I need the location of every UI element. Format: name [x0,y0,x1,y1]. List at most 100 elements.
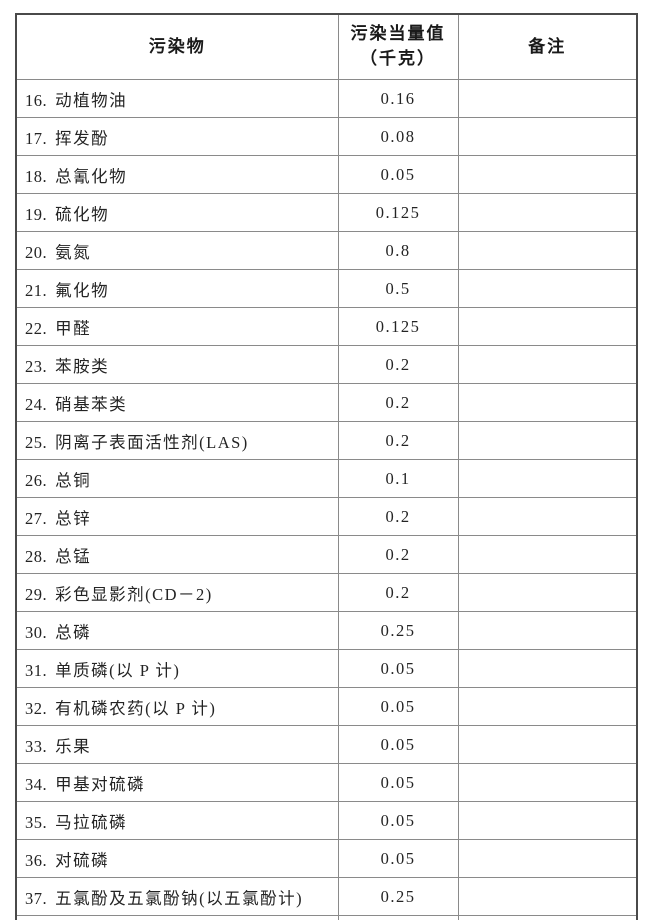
row-number: 28. [25,546,48,566]
equivalent-value-cell: 0.2 [337,535,459,574]
pollutant-name: 总锰 [55,546,92,566]
remark-cell [457,877,638,916]
remark-cell [457,269,638,308]
equivalent-value-cell: 0.8 [337,231,459,270]
pollutant-name: 单质磷(以 P 计) [55,660,181,680]
equivalent-value-cell: 0.125 [337,307,459,346]
pollutant-name: 总铜 [55,470,92,490]
col-header-equivalent-value: 污染当量值 （千克） [337,13,459,80]
remark-cell [457,725,638,764]
pollutant-name: 硫化物 [55,204,110,224]
row-number: 31. [25,660,48,680]
row-number: 16. [25,90,48,110]
row-number: 27. [25,508,48,528]
table-row: 36. 对硫磷 0.05 [15,839,638,878]
pollutant-name: 氨氮 [55,242,92,262]
equivalent-value-cell: 0.2 [337,383,459,422]
pollutant-name: 氟化物 [55,280,110,300]
pollutant-cell: 37. 五氯酚及五氯酚钠(以五氯酚计) [15,877,339,916]
col-header-equivalent-line2: （千克） [360,49,436,68]
row-number: 33. [25,736,48,756]
equivalent-value-cell: 0.05 [337,839,459,878]
remark-cell [457,459,638,498]
pollutant-cell: 19. 硫化物 [15,193,339,232]
equivalent-value-cell: 0.16 [337,79,459,118]
table-row: 28. 总锰 0.2 [15,535,638,574]
equivalent-value-cell: 0.04 [337,915,459,920]
col-header-pollutant: 污染物 [15,13,339,80]
pollutant-name: 挥发酚 [55,128,110,148]
equivalent-value-cell: 0.05 [337,801,459,840]
pollutant-name: 阴离子表面活性剂(LAS) [55,432,249,452]
row-number: 25. [25,432,48,452]
remark-cell [457,497,638,536]
table-row: 16. 动植物油 0.16 [15,79,638,118]
row-number: 17. [25,128,48,148]
table-row: 38.三氯甲烷 0.04 [15,915,638,920]
row-number: 26. [25,470,48,490]
header-row: 污染物 污染当量值 （千克） 备注 [15,13,638,80]
pollutant-cell: 36. 对硫磷 [15,839,339,878]
equivalent-value-cell: 0.05 [337,155,459,194]
pollutant-cell: 20. 氨氮 [15,231,339,270]
pollutant-cell: 35. 马拉硫磷 [15,801,339,840]
pollutant-name: 总锌 [55,508,92,528]
pollutant-cell: 34. 甲基对硫磷 [15,763,339,802]
remark-cell [457,79,638,118]
pollutant-name: 马拉硫磷 [55,812,128,832]
remark-cell [457,915,638,920]
table-row: 23. 苯胺类 0.2 [15,345,638,384]
row-number: 29. [25,584,48,604]
table-row: 37. 五氯酚及五氯酚钠(以五氯酚计) 0.25 [15,877,638,916]
pollutant-cell: 26. 总铜 [15,459,339,498]
remark-cell [457,535,638,574]
remark-cell [457,345,638,384]
remark-cell [457,307,638,346]
table-row: 31. 单质磷(以 P 计) 0.05 [15,649,638,688]
equivalent-value-cell: 0.25 [337,877,459,916]
table-row: 24. 硝基苯类 0.2 [15,383,638,422]
row-number: 32. [25,698,48,718]
pollutant-name: 苯胺类 [55,356,110,376]
equivalent-value-cell: 0.05 [337,687,459,726]
remark-cell [457,421,638,460]
row-number: 34. [25,774,48,794]
remark-cell [457,687,638,726]
pollutant-name: 对硫磷 [55,850,110,870]
row-number: 30. [25,622,48,642]
equivalent-value-cell: 0.25 [337,611,459,650]
pollutant-name: 甲醛 [55,318,92,338]
row-number: 37. [25,888,48,908]
pollutant-name: 甲基对硫磷 [55,774,146,794]
table-row: 26. 总铜 0.1 [15,459,638,498]
remark-cell [457,383,638,422]
pollutant-cell: 25. 阴离子表面活性剂(LAS) [15,421,339,460]
pollutant-cell: 18. 总氰化物 [15,155,339,194]
equivalent-value-cell: 0.05 [337,725,459,764]
equivalent-value-cell: 0.2 [337,497,459,536]
pollutant-cell: 30. 总磷 [15,611,339,650]
table-row: 20. 氨氮 0.8 [15,231,638,270]
remark-cell [457,231,638,270]
table-row: 32. 有机磷农药(以 P 计) 0.05 [15,687,638,726]
remark-cell [457,573,638,612]
pollutant-cell: 21. 氟化物 [15,269,339,308]
pollutant-name: 硝基苯类 [55,394,128,414]
table-row: 29. 彩色显影剂(CD－2) 0.2 [15,573,638,612]
table-row: 33. 乐果 0.05 [15,725,638,764]
row-number: 21. [25,280,48,300]
pollutant-name: 有机磷农药(以 P 计) [55,698,217,718]
equivalent-value-cell: 0.05 [337,763,459,802]
remark-cell [457,611,638,650]
table-row: 19. 硫化物 0.125 [15,193,638,232]
pollutant-name: 彩色显影剂(CD－2) [55,584,213,604]
row-number: 22. [25,318,48,338]
remark-cell [457,801,638,840]
row-number: 23. [25,356,48,376]
table-row: 34. 甲基对硫磷 0.05 [15,763,638,802]
equivalent-value-cell: 0.125 [337,193,459,232]
pollutant-cell: 16. 动植物油 [15,79,339,118]
remark-cell [457,763,638,802]
table-row: 17. 挥发酚 0.08 [15,117,638,156]
equivalent-value-cell: 0.1 [337,459,459,498]
